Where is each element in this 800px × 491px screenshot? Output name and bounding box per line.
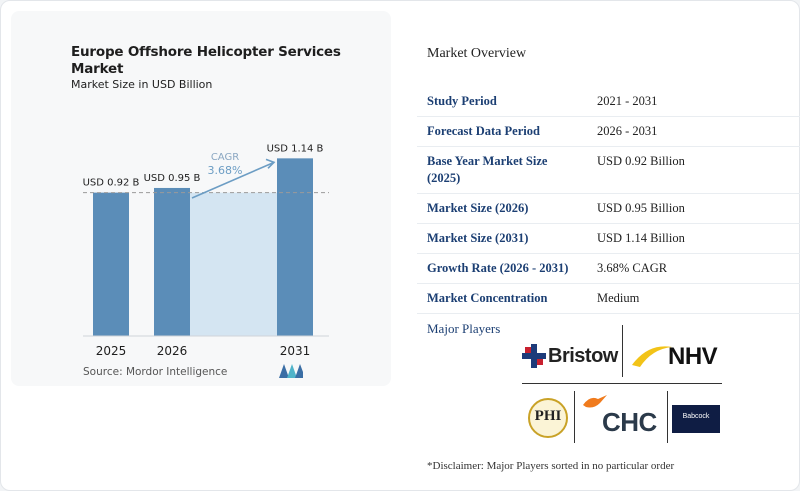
nhv-logo: NHV [630,339,740,373]
bar-chart: USD 0.92 B 2025 USD 0.95 B 2026 USD 1.14 B 20… [83,143,329,358]
source-note: Source: Mordor Intelligence [83,366,228,378]
overview-value: 2026 - 2031 [587,116,800,147]
overview-row: Market Concentration Medium [417,283,800,314]
overview-row: Market Size (2026) USD 0.95 Billion [417,193,800,224]
cagr-arrow-head [265,158,276,169]
x-tick-label-2025: 2025 [96,344,127,358]
divider [574,391,575,443]
phi-seal-icon [528,398,568,438]
cagr-label: CAGR [211,152,239,163]
overview-table: Study Period 2021 - 2031 Forecast Data Per… [417,87,800,314]
bristow-emblem-icon [522,344,546,368]
growth-shade [190,192,277,336]
overview-row: Study Period 2021 - 2031 [417,87,800,117]
overview-key: Market Size (2031) [417,223,587,254]
x-tick-label-2026: 2026 [157,344,188,358]
overview-row: Forecast Data Period 2026 - 2031 [417,116,800,147]
divider [667,391,668,443]
babcock-logo-text: Babcock [682,413,710,420]
x-tick-label-2031: 2031 [280,344,311,358]
phi-logo: PHI [527,397,569,439]
phi-logo-text: PHI [534,408,562,424]
divider [522,383,722,384]
cagr-value: 3.68% [208,164,243,177]
data-label-2026: USD 0.95 B [144,173,201,184]
bar-2025 [93,192,129,336]
disclaimer: *Disclaimer: Major Players sorted in no … [427,460,675,472]
nhv-logo-text: NHV [668,343,718,370]
bristow-logo-text: Bristow [548,345,618,367]
overview-value: Medium [587,283,800,314]
overview-value: 3.68% CAGR [587,253,800,284]
chc-logo: CHC [582,393,662,437]
overview-value: USD 0.95 Billion [587,193,800,224]
chart-title: Europe Offshore Helicopter Services Mark… [71,44,341,77]
babcock-logo: Babcock [672,405,720,433]
chart-subtitle: Market Size in USD Billion [71,78,213,91]
overview-value: USD 1.14 Billion [587,223,800,254]
bar-2031 [277,158,313,336]
overview-key: Growth Rate (2026 - 2031) [417,253,587,284]
overview-key: Market Concentration [417,283,587,314]
bristow-logo: Bristow [522,343,618,369]
overview-row: Base Year Market Size (2025) USD 0.92 Bil… [417,146,800,194]
overview-key: Forecast Data Period [417,116,587,147]
divider [622,325,623,377]
bar-2026 [154,187,190,336]
mordor-logo-icon [279,364,303,378]
overview-key: Market Size (2026) [417,193,587,224]
nhv-swoosh-icon [632,346,672,367]
overview-value: 2021 - 2031 [587,87,800,117]
major-players-logos: Bristow NHV PHI CHC B [522,325,732,445]
overview-value: USD 0.92 Billion [587,146,800,194]
data-label-2025: USD 0.92 B [83,178,140,189]
overview-title: Market Overview [427,46,527,61]
overview-key: Study Period [417,87,587,117]
chc-bird-icon [583,395,607,408]
overview-row: Market Size (2031) USD 1.14 Billion [417,223,800,254]
major-players-title: Major Players [427,321,501,336]
overview-key: Base Year Market Size (2025) [417,146,587,194]
chc-logo-text: CHC [602,407,657,437]
overview-row: Growth Rate (2026 - 2031) 3.68% CAGR [417,253,800,284]
data-label-2031: USD 1.14 B [267,143,324,154]
cagr-arrow [191,161,275,199]
